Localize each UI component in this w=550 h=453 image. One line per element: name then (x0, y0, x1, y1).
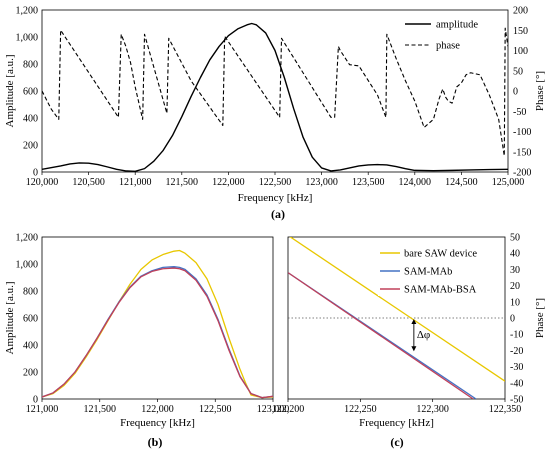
legend-bg (378, 265, 500, 278)
x-tick-label: 120,000 (26, 177, 59, 188)
y2-tick-label: 150 (513, 26, 528, 37)
series-amplitude-line (42, 22, 508, 172)
x-tick-label: 124,000 (399, 177, 432, 188)
panel-label-b: (b) (148, 435, 163, 449)
y-tick-label: 1,200 (16, 233, 39, 244)
y-tick-label: 0 (33, 395, 38, 406)
y2-tick-label: 20 (510, 281, 520, 292)
y-tick-label: 1,000 (16, 260, 39, 271)
x-tick-label: 122,350 (489, 404, 522, 415)
y2-tick-label: 0 (510, 314, 515, 325)
series-sam-mab-bsa-line (42, 267, 273, 399)
y2-tick-label: 40 (510, 249, 520, 260)
y2-tick-label: 0 (513, 87, 518, 98)
x-tick-label: 120,500 (72, 177, 105, 188)
x-tick-label: 122,200 (272, 404, 305, 415)
legend-bg (378, 247, 500, 260)
x-tick-label: 123,000 (305, 177, 338, 188)
x-tick-label: 124,500 (445, 177, 478, 188)
panel-label-a: (a) (271, 207, 285, 221)
y-axis-label: Amplitude [a.u.] (4, 54, 16, 127)
legend-bg (378, 283, 500, 296)
y-axis-label: Phase [°] (534, 298, 546, 338)
x-tick-label: 122,500 (259, 177, 292, 188)
plot-area-a (41, 9, 509, 173)
series-phase-line (42, 27, 508, 157)
x-tick-label: 121,000 (119, 177, 152, 188)
y2-tick-label: -20 (510, 346, 523, 357)
y-tick-label: 200 (23, 141, 38, 152)
panel-label-c: (c) (390, 435, 403, 449)
y-tick-label: 400 (23, 341, 38, 352)
y-tick-label: 200 (23, 368, 38, 379)
x-axis-label: Frequency [kHz] (238, 192, 313, 204)
x-tick-label: 122,300 (416, 404, 449, 415)
series-bare-saw-device-line (42, 249, 273, 399)
y2-tick-label: -10 (510, 330, 523, 341)
y2-tick-label: 30 (510, 265, 520, 276)
y2-tick-label: -100 (513, 127, 531, 138)
y-tick-label: 1,000 (16, 33, 39, 44)
x-axis-label: Frequency [kHz] (359, 417, 434, 429)
legend-label-sam-mab: SAM-MAb (404, 267, 452, 278)
y2-tick-label: 10 (510, 297, 520, 308)
y2-tick-label: 100 (513, 46, 528, 57)
y-tick-label: 800 (23, 60, 38, 71)
x-tick-label: 122,250 (344, 404, 377, 415)
x-tick-label: 121,000 (26, 404, 59, 415)
series-sam-mab-bsa-line (288, 272, 474, 399)
y-tick-label: 400 (23, 114, 38, 125)
x-tick-label: 122,000 (212, 177, 245, 188)
x-tick-label: 123,500 (352, 177, 385, 188)
arrowhead-up (411, 319, 417, 324)
x-tick-label: 121,500 (84, 404, 117, 415)
y2-tick-label: 50 (513, 66, 523, 77)
x-tick-label: 123,000 (257, 404, 290, 415)
series-sam-mab-line (42, 266, 273, 399)
y-tick-label: 600 (23, 87, 38, 98)
plot-area-b (41, 236, 274, 400)
x-tick-label: 125,000 (492, 177, 525, 188)
y-tick-label: 1,200 (16, 6, 39, 17)
y2-tick-label: -50 (513, 107, 526, 118)
y2-tick-label: 50 (510, 233, 520, 244)
y2-tick-label: -200 (513, 168, 531, 179)
y2-axis-label: Phase [°] (534, 71, 546, 111)
y2-tick-label: -30 (510, 362, 523, 373)
y2-tick-label: -150 (513, 147, 531, 158)
arrowhead-down (411, 346, 417, 352)
legend-label-amplitude: amplitude (436, 20, 478, 31)
legend-label-sam-mab-bsa: SAM-MAb-BSA (404, 285, 477, 296)
y2-tick-label: -40 (510, 378, 523, 389)
delta-phi-label: Δφ (417, 329, 430, 341)
x-axis-label: Frequency [kHz] (120, 417, 195, 429)
legend-label-phase: phase (436, 41, 460, 52)
legend-label-bare-saw-device: bare SAW device (404, 249, 477, 260)
series-bare-saw-device-line (289, 237, 505, 382)
x-tick-label: 122,000 (141, 404, 174, 415)
x-tick-label: 122,500 (199, 404, 232, 415)
y2-tick-label: -50 (510, 395, 523, 406)
y2-tick-label: 200 (513, 6, 528, 17)
y-axis-label: Amplitude [a.u.] (4, 281, 16, 354)
y-tick-label: 0 (33, 168, 38, 179)
x-tick-label: 121,500 (166, 177, 199, 188)
y-tick-label: 600 (23, 314, 38, 325)
y-tick-label: 800 (23, 287, 38, 298)
